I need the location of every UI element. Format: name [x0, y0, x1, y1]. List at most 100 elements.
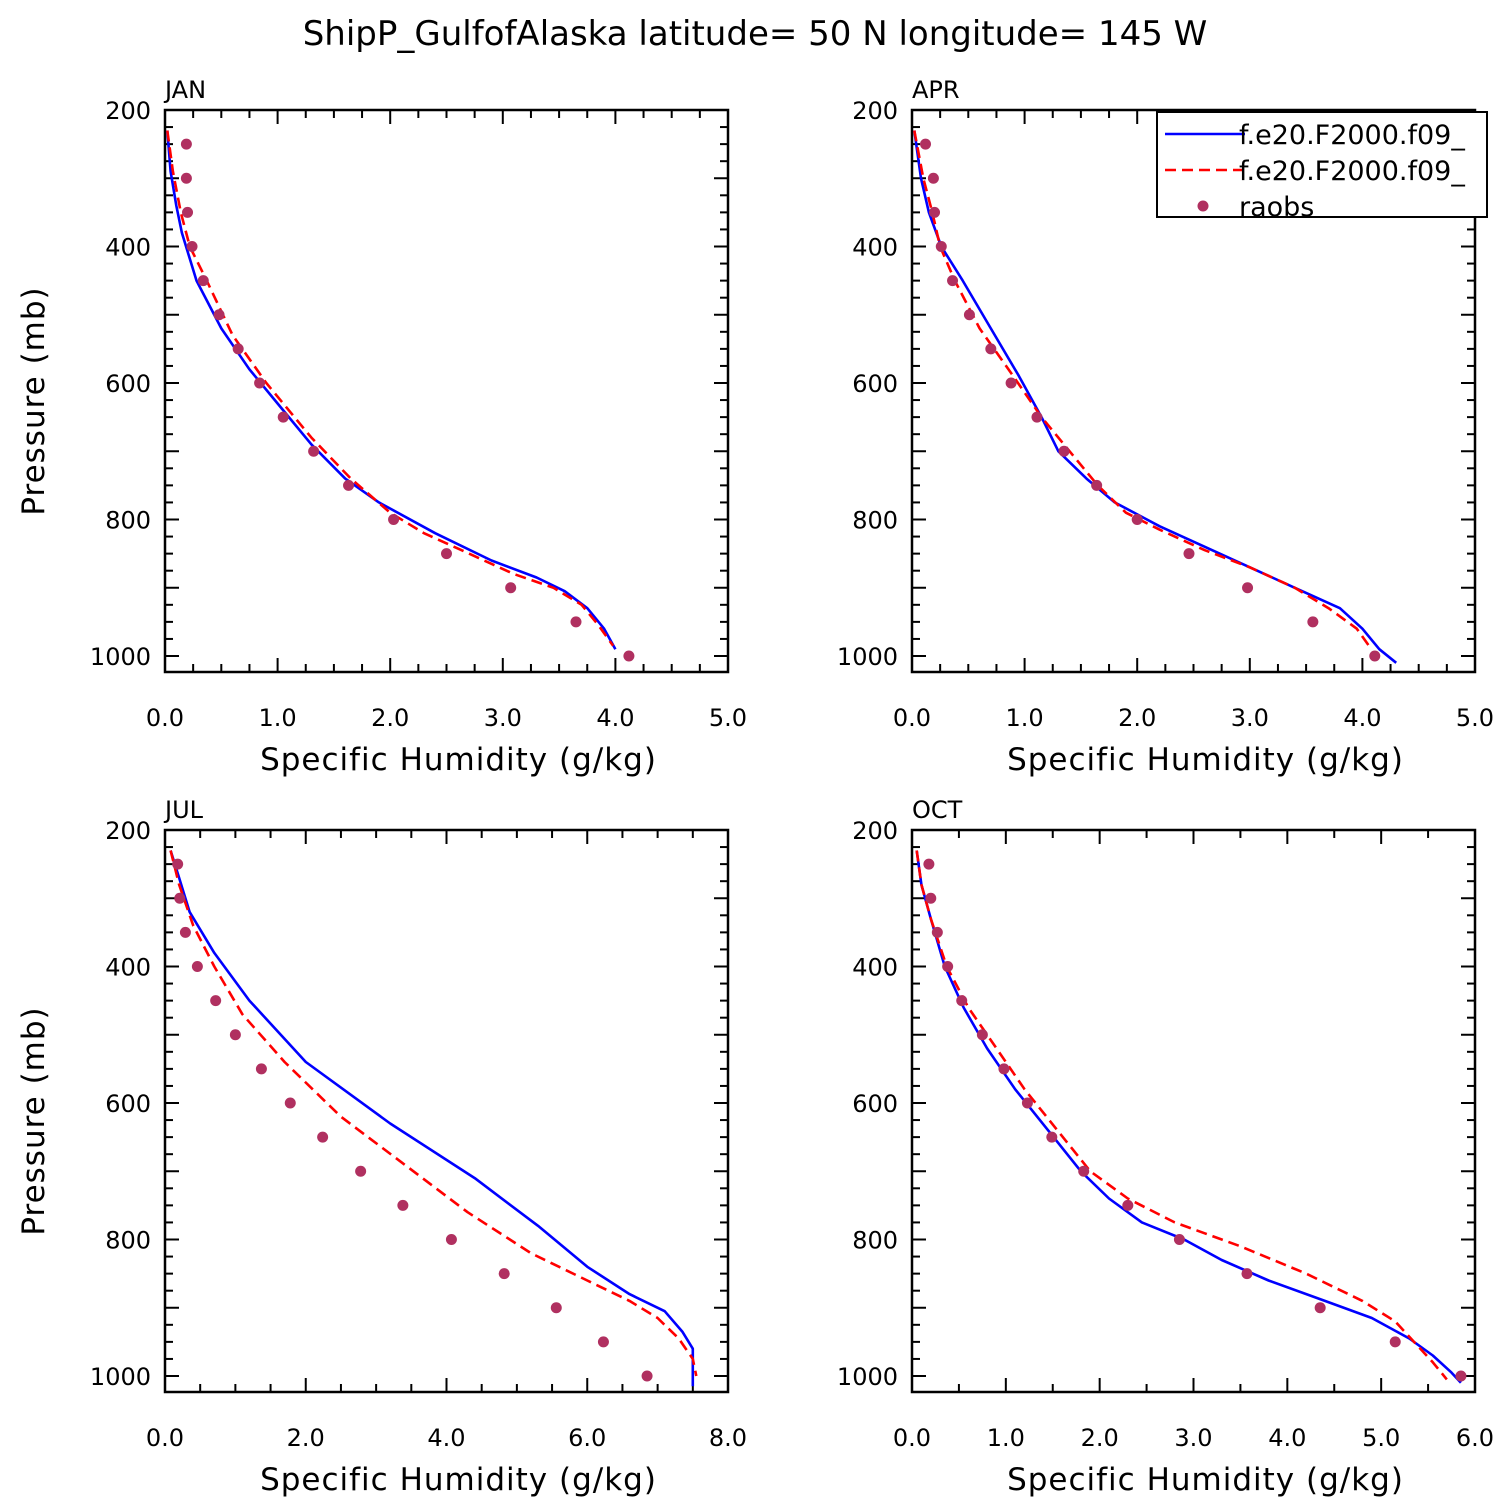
raobs-point — [998, 1063, 1010, 1075]
y-tick-label: 800 — [852, 507, 898, 535]
y-tick-label: 1000 — [90, 1363, 151, 1391]
x-tick-label: 8.0 — [709, 1424, 747, 1452]
legend-box — [1156, 111, 1488, 218]
y-tick-label: 200 — [852, 97, 898, 125]
x-tick-label: 4.0 — [596, 704, 634, 732]
model2-line — [913, 130, 1373, 650]
x-tick-label: 5.0 — [709, 704, 747, 732]
legend-label: f.e20.F2000.f09_ — [1239, 156, 1465, 187]
raobs-point — [255, 1063, 267, 1075]
raobs-point — [180, 138, 192, 150]
x-tick-label: 3.0 — [1174, 1424, 1212, 1452]
y-tick-label: 1000 — [837, 1363, 898, 1391]
raobs-point — [947, 275, 959, 287]
x-tick-label: 1.0 — [987, 1424, 1025, 1452]
raobs-point — [985, 343, 997, 355]
raobs-point — [179, 926, 191, 938]
main-title: ShipP_GulfofAlaska latitude= 50 N longit… — [303, 14, 1208, 54]
model2-line — [166, 130, 615, 647]
raobs-point — [180, 172, 192, 184]
raobs-point — [1183, 548, 1195, 560]
raobs-point — [1031, 411, 1043, 423]
raobs-point — [172, 858, 184, 870]
raobs-point — [931, 926, 943, 938]
x-tick-label: 2.0 — [371, 704, 409, 732]
raobs-point — [1046, 1131, 1058, 1143]
x-tick-label: 2.0 — [1081, 1424, 1119, 1452]
x-axis-label: Specific Humidity (g/kg) — [1007, 1462, 1404, 1498]
raobs-point — [210, 995, 222, 1007]
raobs-point — [1242, 582, 1254, 594]
x-tick-label: 2.0 — [287, 1424, 325, 1452]
y-tick-label: 800 — [105, 1227, 151, 1255]
raobs-point — [343, 479, 355, 491]
raobs-point — [942, 961, 954, 972]
raobs-point — [498, 1268, 510, 1280]
raobs-point — [213, 309, 225, 321]
raobs-points — [923, 858, 1467, 1382]
y-axis-label: Pressure (mb) — [16, 1006, 52, 1235]
legend-label: raobs — [1239, 192, 1314, 223]
raobs-point — [1389, 1336, 1401, 1348]
x-axis-label: Specific Humidity (g/kg) — [1007, 742, 1404, 778]
legend-label: f.e20.F2000.f09_ — [1239, 120, 1465, 151]
raobs-point — [1241, 1268, 1253, 1280]
raobs-point — [505, 582, 517, 594]
y-tick-label: 400 — [852, 954, 898, 982]
model1-line — [169, 850, 695, 1387]
y-tick-label: 600 — [105, 370, 151, 398]
raobs-point — [927, 172, 939, 184]
panel-jan: JAN 0.0 1.0 2.0 3.0 4.0 5.0 200 400 600 800 1000 Spe… — [16, 76, 747, 778]
raobs-point — [1058, 445, 1070, 457]
x-tick-label: 0.0 — [146, 704, 184, 732]
raobs-point — [1078, 1165, 1090, 1177]
y-tick-label: 600 — [852, 1090, 898, 1118]
raobs-point — [570, 616, 582, 628]
x-tick-label: 4.0 — [1343, 704, 1381, 732]
y-tick-label: 600 — [852, 370, 898, 398]
raobs-point — [308, 445, 320, 457]
raobs-points — [172, 858, 653, 1382]
x-tick-label: 5.0 — [1456, 704, 1494, 732]
x-tick-label: 6.0 — [1456, 1424, 1494, 1452]
y-tick-label: 400 — [105, 234, 151, 262]
x-tick-label: 4.0 — [427, 1424, 465, 1452]
raobs-point — [284, 1097, 296, 1109]
raobs-point — [1455, 1370, 1467, 1382]
raobs-point — [935, 241, 947, 252]
panel-title: APR — [912, 76, 960, 104]
raobs-point — [182, 206, 194, 218]
x-tick-label: 0.0 — [893, 704, 931, 732]
model2-line — [169, 850, 698, 1377]
panel-jul: JUL 0.0 2.0 4.0 6.0 8.0 200 400 600 800 1000 Specif… — [16, 796, 747, 1498]
x-axis-label: Specific Humidity (g/kg) — [260, 742, 657, 778]
y-tick-label: 400 — [852, 234, 898, 262]
plot-frame — [910, 828, 1477, 1394]
raobs-point — [976, 1029, 988, 1041]
raobs-point — [623, 650, 635, 662]
raobs-point — [1173, 1234, 1185, 1245]
raobs-point — [923, 858, 935, 870]
y-tick-label: 200 — [852, 817, 898, 845]
raobs-point — [925, 892, 937, 904]
x-axis-label: Specific Humidity (g/kg) — [260, 1462, 657, 1498]
x-tick-label: 2.0 — [1118, 704, 1156, 732]
raobs-point — [956, 995, 968, 1007]
raobs-point — [197, 275, 209, 287]
panels: JAN 0.0 1.0 2.0 3.0 4.0 5.0 200 400 600 800 1000 Spe… — [16, 76, 1494, 1498]
y-tick-label: 800 — [852, 1227, 898, 1255]
raobs-point — [254, 377, 266, 389]
panel-title: OCT — [912, 796, 963, 824]
raobs-point — [174, 892, 186, 904]
panel-title: JUL — [163, 796, 204, 824]
raobs-point — [229, 1029, 241, 1041]
x-tick-label: 1.0 — [259, 704, 297, 732]
y-tick-label: 200 — [105, 97, 151, 125]
raobs-point — [1307, 616, 1319, 628]
raobs-point — [445, 1234, 457, 1245]
legend: f.e20.F2000.f09_ f.e20.F2000.f09_raobs — [1156, 111, 1488, 223]
raobs-points — [920, 138, 1381, 662]
raobs-point — [920, 138, 932, 150]
raobs-point — [550, 1302, 562, 1314]
y-tick-label: 200 — [105, 817, 151, 845]
